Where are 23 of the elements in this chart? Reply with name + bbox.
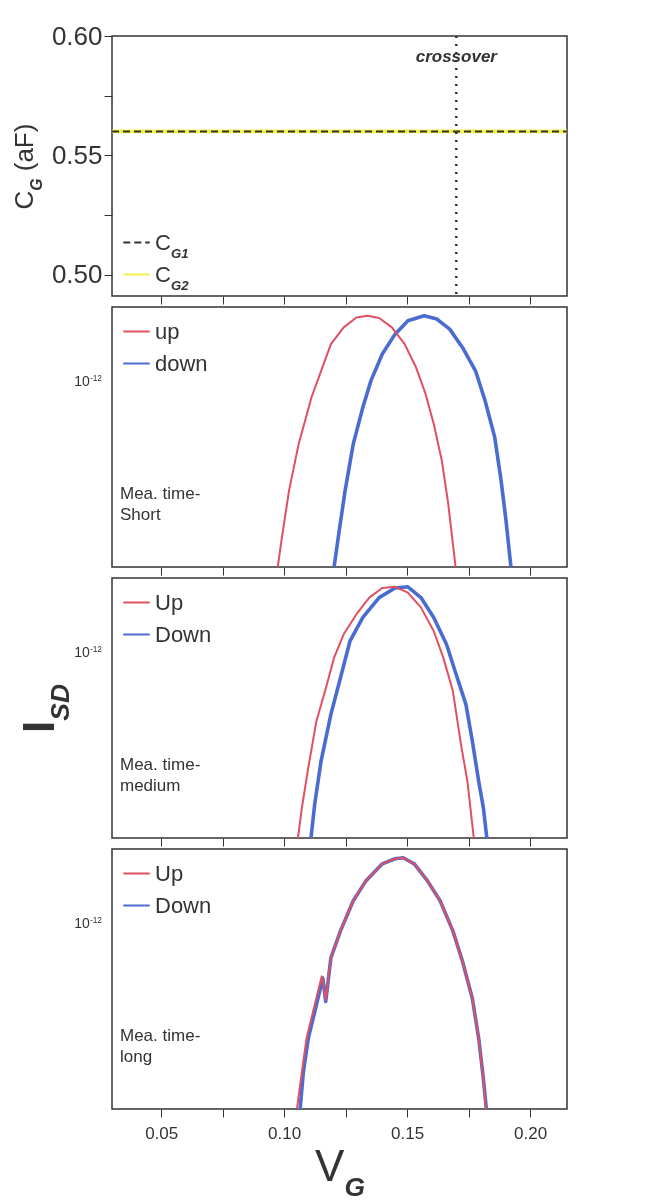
legend-label: Down bbox=[155, 892, 212, 918]
ref-line-label: crossover bbox=[415, 47, 499, 66]
legend-label: up bbox=[155, 318, 180, 344]
annotation: Mea. time- Short bbox=[120, 484, 201, 525]
x-tick-label: 0.05 bbox=[145, 1123, 179, 1143]
y-tick-label: 0.50 bbox=[51, 259, 103, 290]
legend-label: Down bbox=[155, 621, 212, 647]
y-tick-label: 0.60 bbox=[51, 20, 103, 51]
text: 10$^{-12}$ bbox=[74, 644, 103, 661]
x-tick-label: 0.15 bbox=[391, 1123, 425, 1143]
text: 10$^{-12}$ bbox=[74, 915, 103, 932]
legend-label: C$_{G1}$ bbox=[155, 229, 189, 260]
annotation: Mea. time- medium bbox=[120, 755, 201, 796]
x-axis-title: V$_{G}$ bbox=[315, 1140, 365, 1202]
x-tick-label: 0.20 bbox=[514, 1123, 548, 1143]
annotation: Mea. time- long bbox=[120, 1026, 201, 1067]
x-tick-label: 0.10 bbox=[268, 1123, 302, 1143]
y-tick-label: 0.55 bbox=[51, 139, 103, 170]
legend-label: C$_{G2}$ bbox=[155, 261, 190, 292]
legend-label: Up bbox=[155, 589, 184, 615]
text: 10$^{-12}$ bbox=[74, 373, 103, 390]
legend-label: down bbox=[155, 350, 208, 376]
legend-label: Up bbox=[155, 860, 184, 886]
